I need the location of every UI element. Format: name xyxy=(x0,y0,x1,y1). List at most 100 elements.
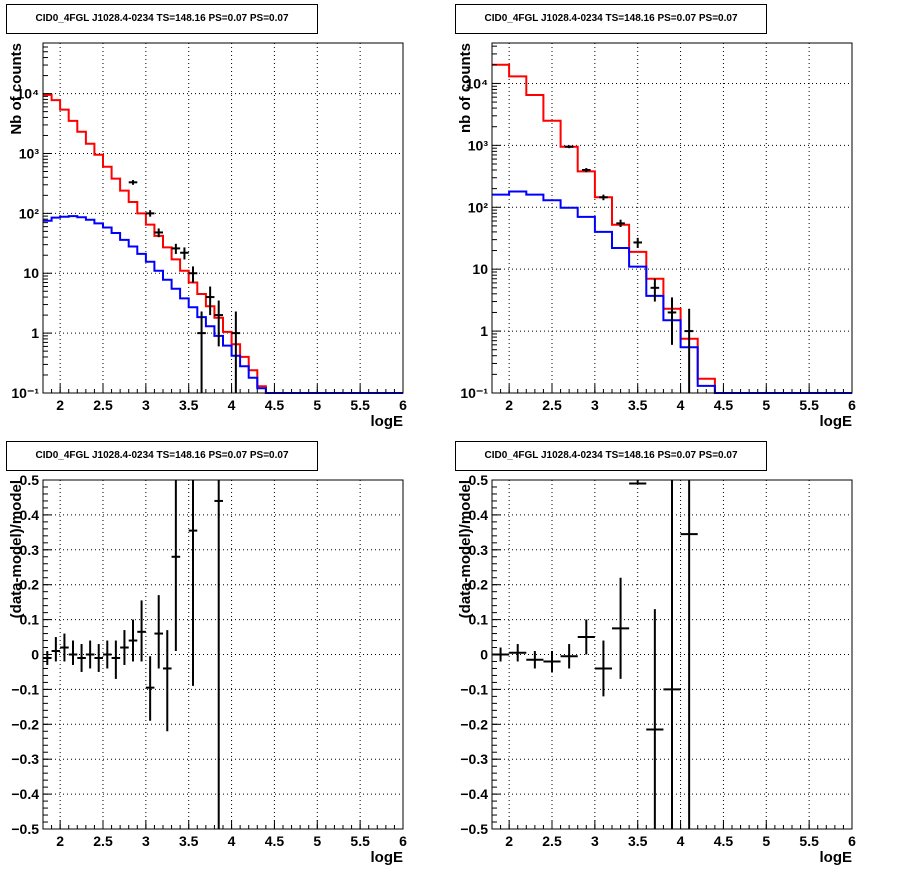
y-tick-label: 10² xyxy=(468,199,489,215)
data-point xyxy=(577,619,595,655)
y-tick-label: 10⁴ xyxy=(17,86,40,102)
x-tick-label: 2.5 xyxy=(542,833,562,849)
data-point xyxy=(526,651,544,669)
data-point xyxy=(145,210,155,217)
data-point xyxy=(128,619,138,662)
data-point xyxy=(51,637,61,662)
x-tick-label: 3 xyxy=(591,833,599,849)
data-point xyxy=(154,228,163,238)
y-tick-label: 0.4 xyxy=(469,507,489,523)
x-tick-label: 2 xyxy=(56,397,64,413)
x-tick-label: 5.5 xyxy=(350,397,370,413)
data-point xyxy=(214,480,223,829)
panel-title: CID0_4FGL J1028.4-0234 TS=148.16 PS=0.07… xyxy=(455,4,767,34)
y-axis-label: nb of counts xyxy=(457,43,474,133)
data-point xyxy=(231,311,241,393)
y-tick-label: −0.4 xyxy=(460,786,488,802)
x-tick-label: 3 xyxy=(142,397,150,413)
x-tick-label: 4.5 xyxy=(265,397,285,413)
y-tick-label: 10 xyxy=(472,261,488,277)
x-tick-label: 2 xyxy=(56,833,64,849)
x-tick-label: 5 xyxy=(313,397,321,413)
x-tick-label: 6 xyxy=(848,397,856,413)
y-tick-label: 0.3 xyxy=(469,542,489,558)
x-tick-label: 5.5 xyxy=(799,833,819,849)
x-tick-label: 4 xyxy=(677,833,685,849)
data-point xyxy=(667,297,677,345)
x-tick-label: 4.5 xyxy=(714,833,734,849)
y-tick-label: −0.3 xyxy=(460,751,488,767)
x-tick-label: 5.5 xyxy=(350,833,370,849)
counts-panel-right: 2 2.5 3 3.5 4 4.5 5 5.5 6 10⁻¹ 1 10 10² 10³ 10⁴ logE nb … xyxy=(457,42,856,430)
data-point xyxy=(43,651,52,665)
y-tick-label: −0.4 xyxy=(11,786,39,802)
x-tick-label: 3.5 xyxy=(628,397,648,413)
histogram-series xyxy=(43,215,403,394)
data-point xyxy=(214,300,223,347)
y-tick-label: 10³ xyxy=(468,137,489,153)
histogram-series xyxy=(43,93,403,394)
data-point xyxy=(616,219,625,227)
data-point xyxy=(111,640,121,679)
x-tick-label: 2 xyxy=(505,397,513,413)
data-point xyxy=(171,243,181,254)
y-tick-label: −0.1 xyxy=(460,681,488,697)
x-tick-label: 2.5 xyxy=(542,397,562,413)
x-tick-label: 6 xyxy=(399,833,407,849)
data-point xyxy=(582,168,591,173)
panel-title: CID0_4FGL J1028.4-0234 TS=148.16 PS=0.07… xyxy=(6,441,318,471)
data-point xyxy=(543,651,561,672)
y-tick-label: 0.4 xyxy=(20,507,40,523)
y-axis-label: Nb of counts xyxy=(8,43,25,135)
x-tick-label: 3 xyxy=(591,397,599,413)
data-point xyxy=(560,644,578,669)
data-point xyxy=(205,286,215,316)
data-point xyxy=(103,640,112,669)
data-point xyxy=(188,480,198,686)
x-tick-label: 6 xyxy=(399,397,407,413)
x-tick-label: 4.5 xyxy=(714,397,734,413)
data-point xyxy=(68,640,78,665)
data-point xyxy=(85,640,95,669)
data-point xyxy=(154,595,163,669)
x-tick-label: 3 xyxy=(142,833,150,849)
y-tick-label: 10⁴ xyxy=(466,75,489,91)
y-tick-label: 0.1 xyxy=(20,612,40,628)
y-tick-label: 0.3 xyxy=(20,542,40,558)
x-tick-label: 2.5 xyxy=(93,833,113,849)
x-tick-label: 4 xyxy=(677,397,685,413)
x-tick-label: 3.5 xyxy=(179,397,199,413)
y-tick-label: 1 xyxy=(31,325,39,341)
panel-title: CID0_4FGL J1028.4-0234 TS=148.16 PS=0.07… xyxy=(6,4,318,34)
y-tick-label: 0.1 xyxy=(469,612,489,628)
x-tick-label: 2 xyxy=(505,833,513,849)
data-point xyxy=(77,644,86,672)
counts-panel-left: 2 2.5 3 3.5 4 4.5 5 5.5 6 10⁻¹ 1 10 10² 10³ 10⁴ logE Nb … xyxy=(8,42,407,430)
x-tick-label: 5 xyxy=(313,833,321,849)
x-tick-label: 4.5 xyxy=(265,833,285,849)
data-point xyxy=(684,308,694,393)
y-tick-label: 0.2 xyxy=(469,577,489,593)
residual-panel-left: 2 2.5 3 3.5 4 4.5 5 5.5 6 −0.5 −0.4 −0.3 −0.2 −0.1 0 0.… xyxy=(8,472,407,866)
histogram-series xyxy=(492,190,852,394)
y-tick-label: 0.2 xyxy=(20,577,40,593)
data-point xyxy=(197,311,206,393)
data-point xyxy=(94,644,103,672)
x-tick-label: 2.5 xyxy=(93,397,113,413)
y-tick-label: −0.3 xyxy=(11,751,39,767)
data-point xyxy=(509,644,527,662)
y-tick-label: −0.5 xyxy=(11,821,39,837)
x-tick-label: 5 xyxy=(762,397,770,413)
data-point xyxy=(663,480,681,829)
data-point xyxy=(137,600,146,662)
y-axis-label: (data-model)/model xyxy=(8,480,25,618)
data-point xyxy=(60,633,69,662)
data-point xyxy=(633,237,642,248)
data-point xyxy=(646,609,664,829)
y-axis-label: (data-model)/model xyxy=(457,480,474,618)
residual-panel-right: 2 2.5 3 3.5 4 4.5 5 5.5 6 −0.5 −0.4 −0.3 −0.2 −0.1 0 0.… xyxy=(457,472,856,866)
data-point xyxy=(171,480,181,652)
y-tick-label: −0.2 xyxy=(460,716,488,732)
y-tick-label: 10 xyxy=(23,265,39,281)
y-tick-label: 0.5 xyxy=(20,472,40,488)
